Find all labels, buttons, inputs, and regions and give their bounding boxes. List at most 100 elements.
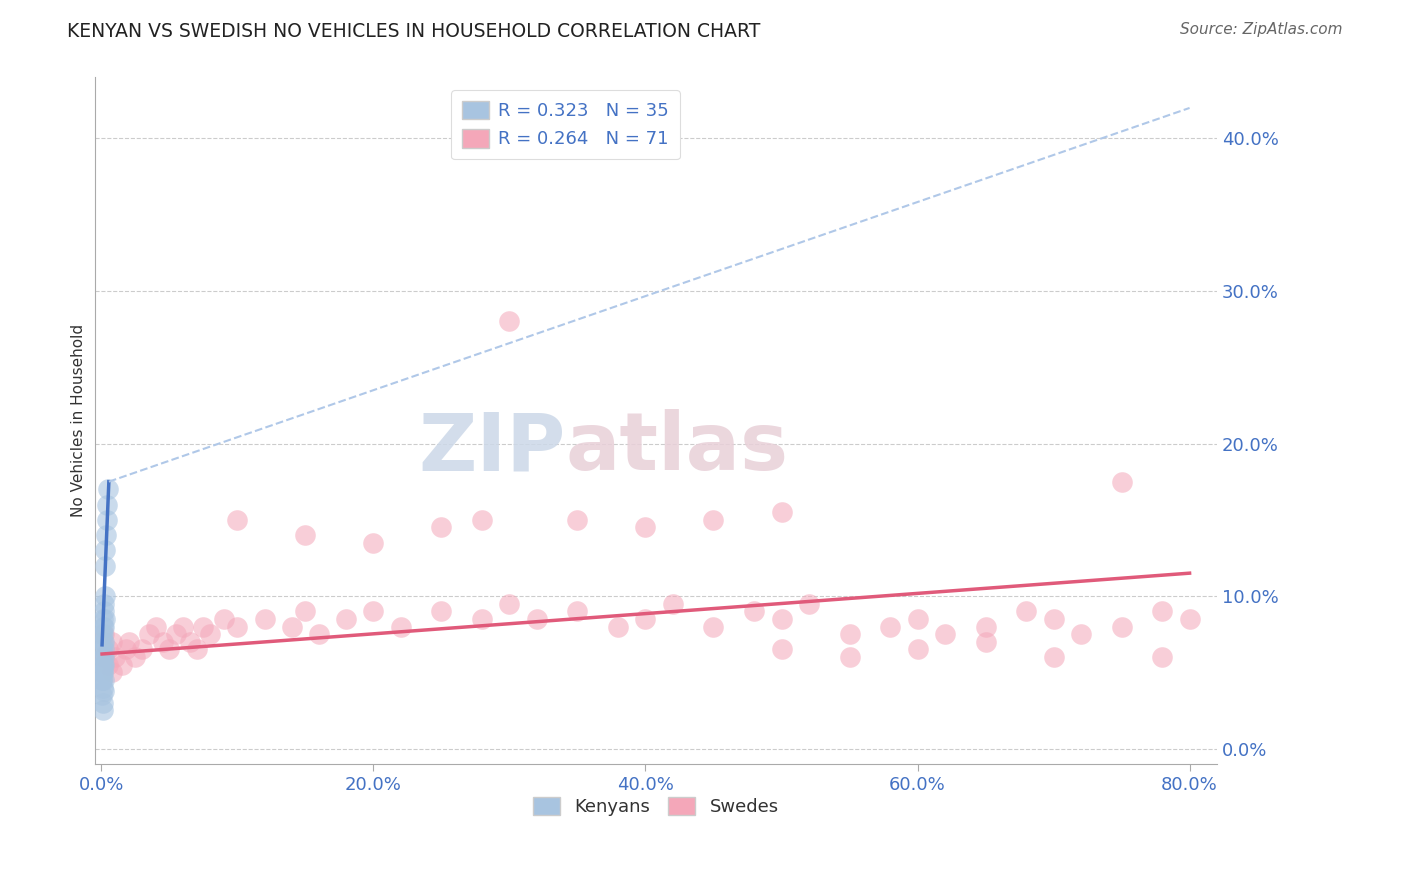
- Point: [1152, 604, 1174, 618]
- Point: [1111, 475, 1133, 489]
- Point: [1042, 612, 1064, 626]
- Text: atlas: atlas: [565, 409, 789, 487]
- Point: [1042, 650, 1064, 665]
- Point: [498, 597, 520, 611]
- Point: [253, 612, 276, 626]
- Point: [104, 650, 127, 665]
- Point: [91, 642, 114, 657]
- Point: [101, 635, 124, 649]
- Point: [226, 513, 249, 527]
- Point: [607, 619, 630, 633]
- Point: [96, 498, 118, 512]
- Point: [91, 673, 114, 687]
- Point: [91, 688, 114, 702]
- Point: [770, 642, 793, 657]
- Point: [91, 657, 114, 672]
- Point: [97, 642, 120, 657]
- Point: [907, 612, 929, 626]
- Text: KENYAN VS SWEDISH NO VEHICLES IN HOUSEHOLD CORRELATION CHART: KENYAN VS SWEDISH NO VEHICLES IN HOUSEHO…: [67, 22, 761, 41]
- Point: [471, 513, 494, 527]
- Point: [634, 520, 657, 534]
- Point: [93, 650, 115, 665]
- Point: [1015, 604, 1038, 618]
- Point: [94, 528, 117, 542]
- Point: [471, 612, 494, 626]
- Point: [94, 558, 117, 573]
- Point: [702, 513, 724, 527]
- Point: [838, 650, 860, 665]
- Point: [335, 612, 357, 626]
- Point: [172, 619, 194, 633]
- Point: [97, 657, 120, 672]
- Point: [363, 604, 385, 618]
- Point: [1070, 627, 1092, 641]
- Point: [94, 543, 117, 558]
- Point: [1178, 612, 1201, 626]
- Point: [96, 513, 118, 527]
- Legend: Kenyans, Swedes: Kenyans, Swedes: [526, 789, 786, 823]
- Point: [634, 612, 657, 626]
- Point: [138, 627, 160, 641]
- Point: [93, 619, 115, 633]
- Point: [91, 681, 114, 695]
- Point: [907, 642, 929, 657]
- Point: [770, 505, 793, 519]
- Point: [91, 696, 114, 710]
- Point: [226, 619, 249, 633]
- Point: [179, 635, 201, 649]
- Point: [93, 703, 115, 717]
- Point: [91, 650, 114, 665]
- Point: [770, 612, 793, 626]
- Point: [838, 627, 860, 641]
- Point: [91, 612, 114, 626]
- Point: [145, 619, 167, 633]
- Point: [1152, 650, 1174, 665]
- Point: [111, 657, 134, 672]
- Point: [94, 612, 117, 626]
- Point: [212, 612, 235, 626]
- Point: [152, 635, 174, 649]
- Point: [91, 627, 114, 641]
- Point: [101, 665, 124, 680]
- Point: [879, 619, 901, 633]
- Point: [91, 665, 114, 680]
- Point: [93, 673, 115, 687]
- Point: [567, 604, 589, 618]
- Point: [124, 650, 146, 665]
- Point: [165, 627, 187, 641]
- Point: [91, 657, 114, 672]
- Point: [742, 604, 765, 618]
- Text: Source: ZipAtlas.com: Source: ZipAtlas.com: [1180, 22, 1343, 37]
- Point: [93, 642, 115, 657]
- Point: [91, 619, 114, 633]
- Point: [498, 314, 520, 328]
- Point: [93, 683, 115, 698]
- Point: [198, 627, 221, 641]
- Point: [117, 635, 139, 649]
- Point: [94, 589, 117, 603]
- Point: [157, 642, 180, 657]
- Point: [934, 627, 956, 641]
- Point: [797, 597, 820, 611]
- Point: [363, 535, 385, 549]
- Point: [93, 657, 115, 672]
- Point: [281, 619, 304, 633]
- Text: ZIP: ZIP: [419, 409, 565, 487]
- Point: [974, 635, 997, 649]
- Y-axis label: No Vehicles in Household: No Vehicles in Household: [72, 324, 86, 517]
- Point: [131, 642, 153, 657]
- Point: [93, 597, 115, 611]
- Point: [389, 619, 412, 633]
- Point: [91, 665, 114, 680]
- Point: [294, 604, 316, 618]
- Point: [115, 642, 138, 657]
- Point: [1111, 619, 1133, 633]
- Point: [430, 520, 453, 534]
- Point: [193, 619, 215, 633]
- Point: [430, 604, 453, 618]
- Point: [93, 604, 115, 618]
- Point: [661, 597, 683, 611]
- Point: [93, 665, 115, 680]
- Point: [91, 627, 114, 641]
- Point: [93, 635, 115, 649]
